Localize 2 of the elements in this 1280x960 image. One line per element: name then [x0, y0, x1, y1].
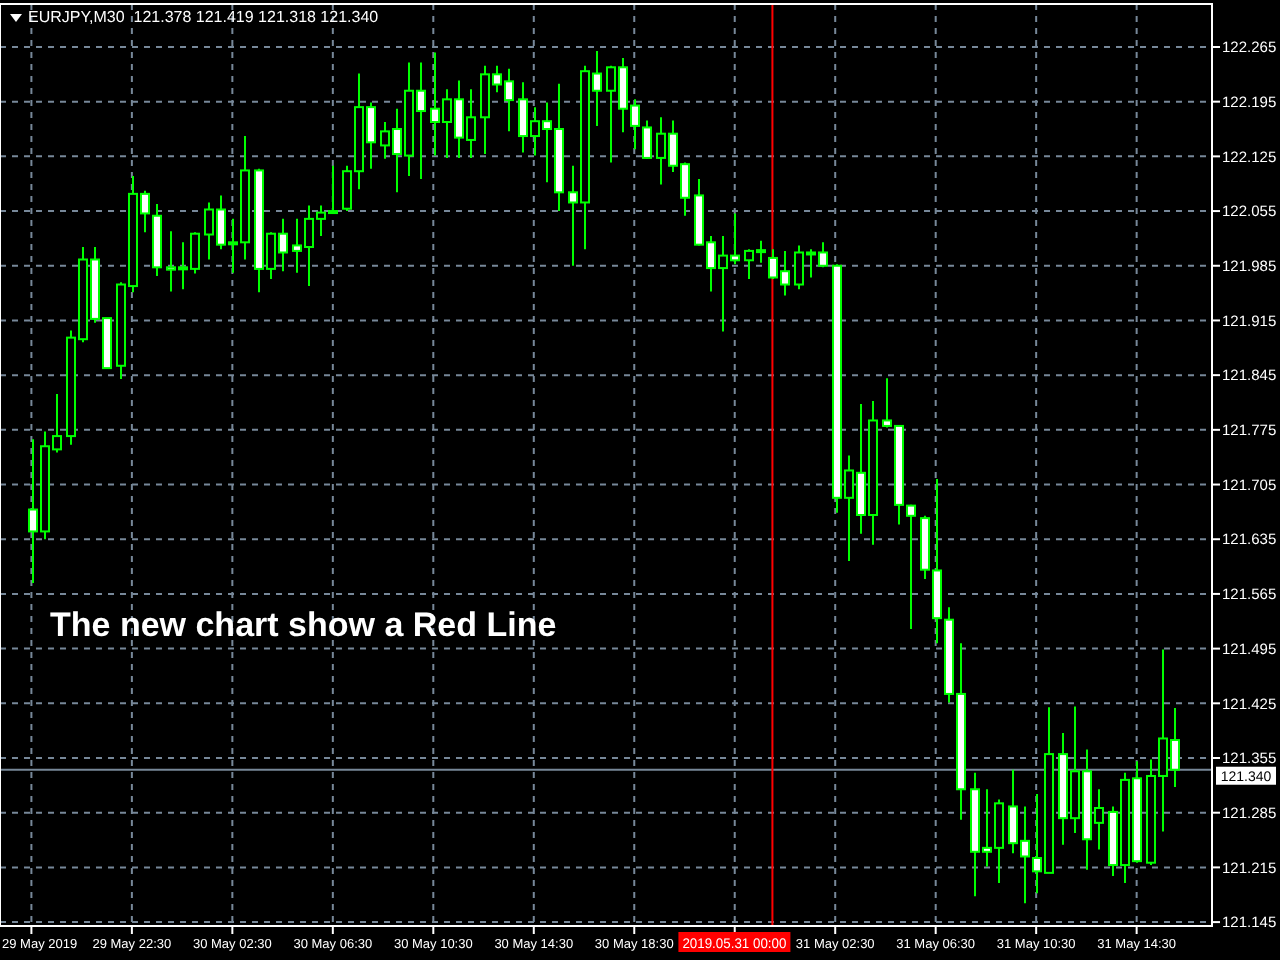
chart-title: EURJPY,M30 121.378 121.419 121.318 121.340	[28, 8, 380, 26]
annotation: The new chart show a Red Line	[50, 606, 557, 644]
